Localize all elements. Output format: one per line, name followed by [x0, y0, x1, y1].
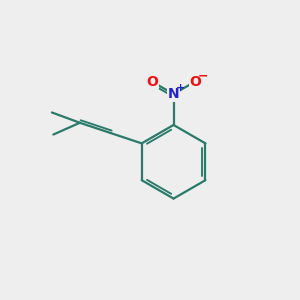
Text: +: +	[176, 82, 185, 93]
Text: O: O	[146, 74, 158, 88]
Text: −: −	[197, 70, 208, 83]
Text: O: O	[189, 74, 201, 88]
Text: N: N	[168, 87, 179, 101]
